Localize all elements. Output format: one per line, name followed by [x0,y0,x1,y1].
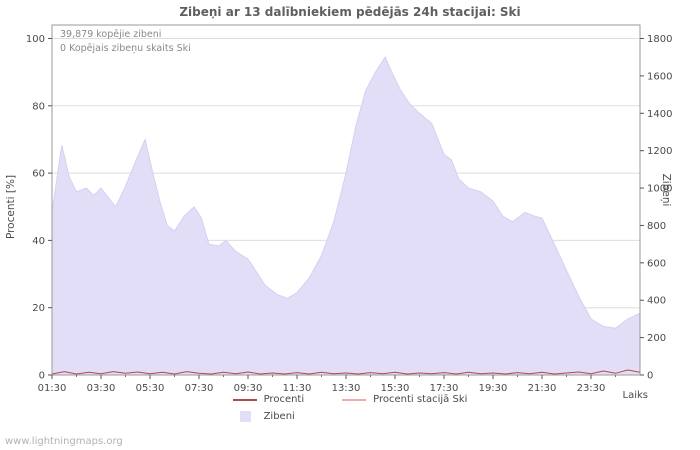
legend-swatch [342,398,367,401]
left-tick-label: 100 [26,34,45,45]
legend-items: Procenti Procenti stacijā Ski Zibeni [232,394,467,422]
x-tick-label: 05:30 [136,383,165,394]
right-tick-label: 1400 [647,109,672,120]
x-tick-label: 07:30 [185,383,214,394]
x-tick-label: 17:30 [430,383,459,394]
right-tick-label: 200 [647,333,666,344]
left-axis-title: Procenti [%] [5,175,17,239]
legend-item-zibeni: Zibeni [233,411,305,422]
right-tick-label: 600 [647,258,666,269]
watermark-link: www.lightningmaps.org [5,436,123,447]
series-procenti [51,369,641,375]
right-axis-title: Zibeņi [660,174,672,207]
x-axis-title: Laiks [622,390,648,401]
annotation-total-strikes: 39,879 kopējie zibeni [60,29,162,40]
x-tick-label: 11:30 [283,383,312,394]
x-tick-label: 09:30 [234,383,263,394]
legend-item-procenti-stacij-ski: Procenti stacijā Ski [342,394,467,405]
right-tick-label: 400 [647,296,666,307]
right-tick-label: 1600 [647,71,672,82]
legend-label: Zibeni [263,411,295,422]
left-tick-label: 0 [39,371,45,382]
legend-label: Procenti [263,394,305,405]
left-tick-label: 60 [32,169,45,180]
x-tick-label: 03:30 [87,383,116,394]
left-tick-label: 80 [32,101,45,112]
x-tick-label: 23:30 [577,383,606,394]
legend-swatch [239,411,251,422]
series-zibeni [51,56,641,376]
legend-label: Procenti stacijā Ski [373,394,468,405]
left-tick-label: 40 [32,236,45,247]
right-tick-label: 0 [647,371,653,382]
right-tick-label: 1200 [647,146,672,157]
x-tick-label: 15:30 [381,383,410,394]
right-tick-label: 1000 [647,184,672,195]
x-tick-label: 13:30 [332,383,361,394]
x-tick-label: 01:30 [38,383,67,394]
legend-item-procenti: Procenti [232,394,305,405]
chart-generated: 0204060801000200400600800100012001400160… [26,24,672,394]
right-tick-label: 800 [647,221,666,232]
annotation-station-strikes: 0 Kopējais zibeņu skaits Ski [60,43,191,54]
left-tick-label: 20 [32,303,45,314]
x-tick-label: 19:30 [479,383,508,394]
right-tick-label: 1800 [647,34,672,45]
x-tick-label: 21:30 [528,383,557,394]
legend: Procenti Procenti stacijā Ski Zibeni [0,394,700,422]
chart-title: Zibeņi ar 13 dalībniekiem pēdējās 24h st… [179,5,521,19]
legend-swatch [232,398,257,401]
